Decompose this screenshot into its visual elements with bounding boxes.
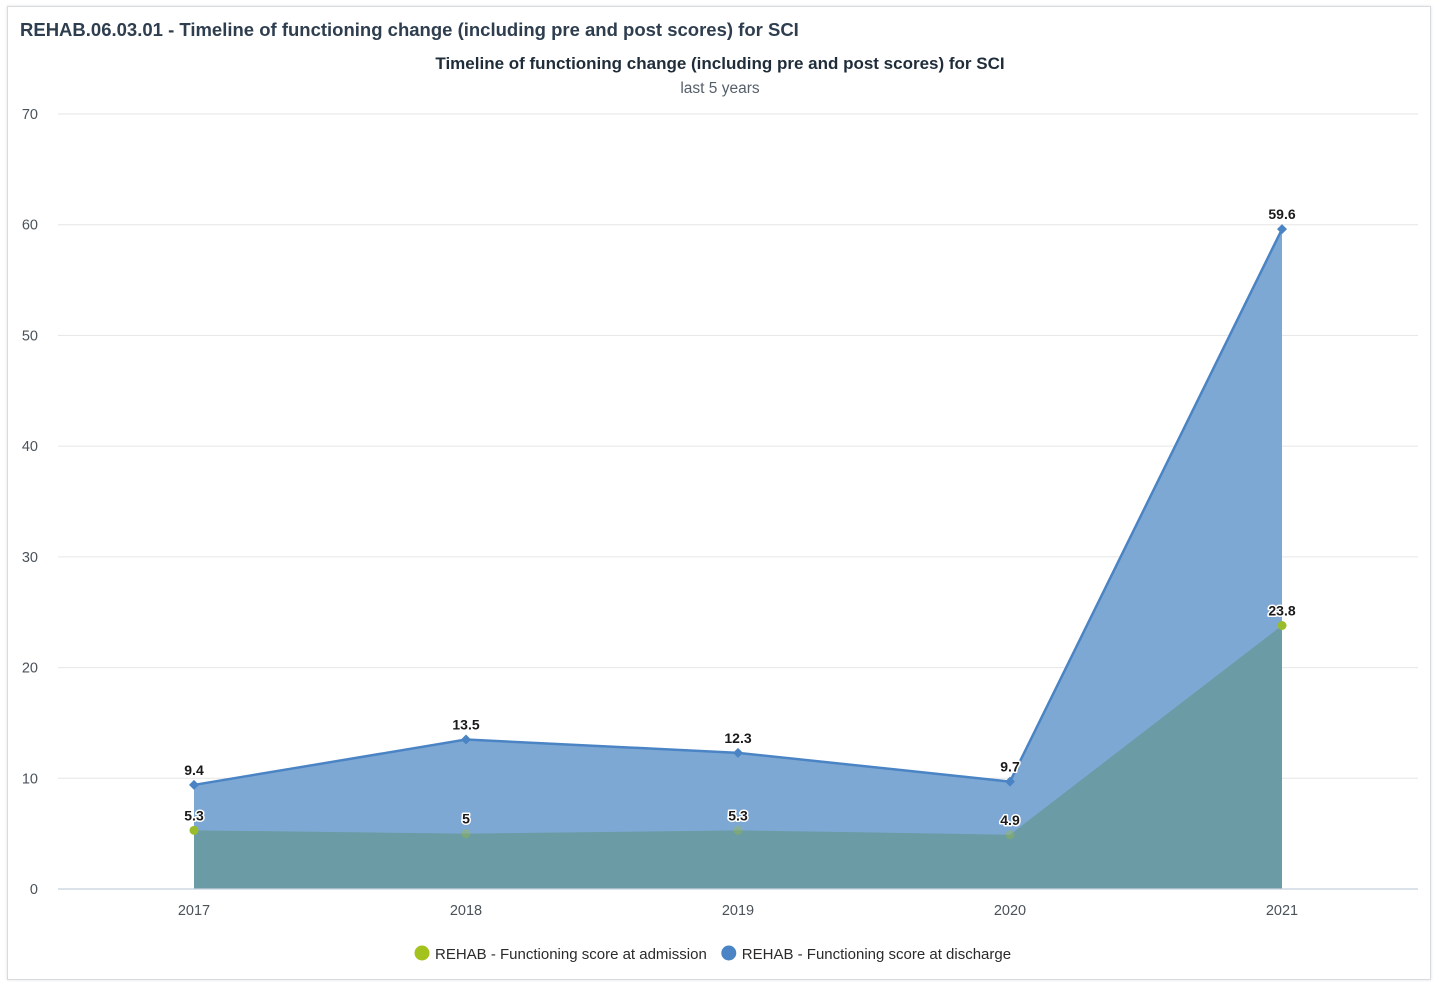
marker-admission-2018 bbox=[461, 829, 471, 839]
x-tick-label-2017: 2017 bbox=[178, 903, 210, 919]
y-tick-label-70: 70 bbox=[22, 107, 38, 123]
data-label-admission-2019: 5.3 bbox=[728, 807, 748, 823]
legend-marker-discharge bbox=[721, 945, 737, 961]
marker-discharge-2017 bbox=[189, 779, 199, 790]
marker-admission-2021 bbox=[1277, 621, 1287, 630]
marker-discharge-2019 bbox=[733, 747, 743, 758]
data-label-discharge-2020: 9.7 bbox=[1000, 759, 1020, 775]
marker-admission-2019 bbox=[733, 825, 743, 835]
panel-title: REHAB.06.03.01 - Timeline of functioning… bbox=[20, 19, 799, 40]
data-label-discharge-2018: 13.5 bbox=[452, 717, 479, 733]
marker-admission-2020 bbox=[1005, 830, 1015, 840]
chart-subtitle: last 5 years bbox=[680, 80, 760, 97]
marker-discharge-2018 bbox=[461, 734, 471, 745]
x-tick-label-2020: 2020 bbox=[994, 903, 1026, 919]
data-label-discharge-2017: 9.4 bbox=[184, 762, 204, 778]
legend-label-discharge: REHAB - Functioning score at discharge bbox=[742, 946, 1011, 963]
data-label-admission-2017: 5.3 bbox=[184, 807, 204, 823]
legend-marker-admission bbox=[414, 945, 430, 961]
data-label-discharge-2019: 12.3 bbox=[724, 730, 751, 746]
data-label-admission-2020: 4.9 bbox=[1000, 812, 1020, 828]
x-tick-label-2019: 2019 bbox=[722, 903, 754, 919]
marker-discharge-2021 bbox=[1277, 224, 1287, 235]
chart-title: Timeline of functioning change (includin… bbox=[435, 54, 1004, 73]
y-tick-label-10: 10 bbox=[22, 771, 38, 787]
y-tick-label-0: 0 bbox=[30, 882, 38, 898]
data-label-discharge-2021: 59.6 bbox=[1268, 206, 1295, 222]
marker-admission-2017 bbox=[189, 825, 199, 835]
y-tick-label-20: 20 bbox=[22, 661, 38, 677]
area-admission bbox=[194, 625, 1282, 889]
y-tick-label-40: 40 bbox=[22, 439, 38, 455]
legend-label-admission: REHAB - Functioning score at admission bbox=[435, 946, 707, 963]
legend-item-admission: REHAB - Functioning score at admission bbox=[414, 945, 707, 963]
legend-item-discharge: REHAB - Functioning score at discharge bbox=[721, 945, 1011, 963]
y-tick-label-60: 60 bbox=[22, 218, 38, 234]
y-tick-label-30: 30 bbox=[22, 550, 38, 566]
y-tick-label-50: 50 bbox=[22, 328, 38, 344]
x-tick-label-2018: 2018 bbox=[450, 903, 482, 919]
x-tick-label-2021: 2021 bbox=[1266, 903, 1298, 919]
marker-discharge-2020 bbox=[1005, 776, 1015, 787]
data-label-admission-2021: 23.8 bbox=[1268, 603, 1295, 619]
data-label-admission-2018: 5 bbox=[462, 811, 470, 827]
